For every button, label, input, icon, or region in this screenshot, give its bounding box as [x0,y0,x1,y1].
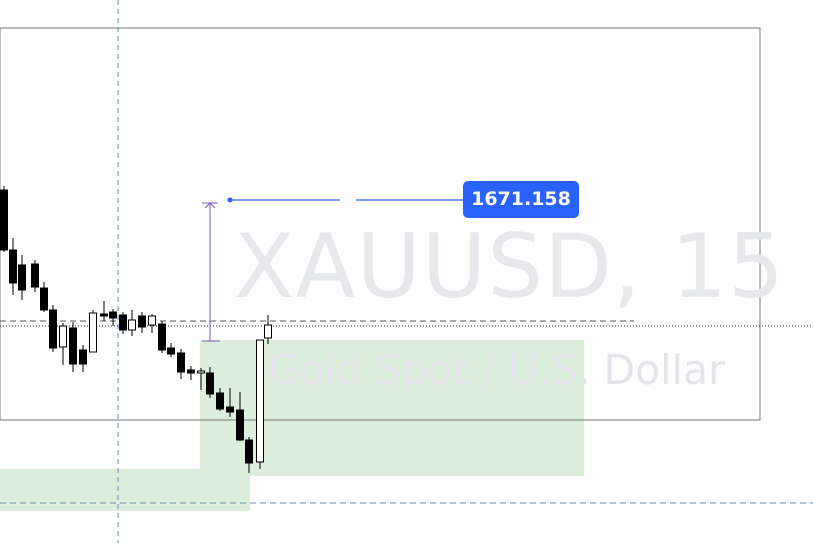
candle-body [9,249,17,284]
candle-body [206,372,214,395]
candle-body [119,314,127,331]
candle-body [79,349,87,365]
candle-body [89,312,97,353]
candle [206,367,214,398]
candle [40,282,48,312]
candle [158,321,166,353]
measure-arrow[interactable] [202,202,220,342]
candle [226,388,234,417]
candle [89,310,97,353]
candle [18,255,26,300]
candle [264,315,272,344]
candle [148,314,156,333]
candle [119,312,127,334]
price-tool-handle[interactable] [227,197,233,203]
candle-body [148,315,156,326]
candlestick-series[interactable] [0,186,272,473]
candle [69,322,77,372]
candle [109,309,117,326]
candle-body [167,347,175,355]
candle-body [100,313,108,317]
candle-body [31,263,39,288]
candle-body [158,323,166,351]
candle [167,343,175,357]
price-label[interactable]: 1671.158 [463,181,579,218]
candle-body [197,370,205,374]
candle-body [226,406,234,413]
candle-body [256,339,264,463]
candle [79,345,87,372]
candle-body [0,189,8,251]
candle-body [245,439,253,464]
candle [49,305,57,352]
candle-body [138,315,146,328]
candle [100,301,108,321]
candle-body [109,311,117,319]
candle-body [264,324,272,339]
candle-body [187,369,195,374]
candle-body [40,287,48,311]
candle [0,186,8,252]
candle-body [59,325,67,348]
drawing-rectangle[interactable] [0,27,761,421]
price-tool-line[interactable] [227,197,464,203]
candle-body [49,309,57,349]
candle [245,437,253,473]
symbol-description-watermark: Gold Spot / U.S. Dollar [268,346,725,394]
candle [138,312,146,333]
candle-body [18,264,26,291]
candle [197,368,205,390]
candle [9,238,17,295]
candle [216,388,224,411]
candle-body [69,327,77,365]
candle [31,260,39,292]
candle [128,310,136,336]
candle-body [236,409,244,441]
candle [177,349,185,379]
candle [236,392,244,441]
candle [59,323,67,365]
candle [256,339,264,469]
candle-body [128,319,136,331]
symbol-watermark: XAUUSD, 15 [234,215,785,318]
candle [187,366,195,380]
candle-body [216,392,224,410]
candle-body [177,352,185,373]
